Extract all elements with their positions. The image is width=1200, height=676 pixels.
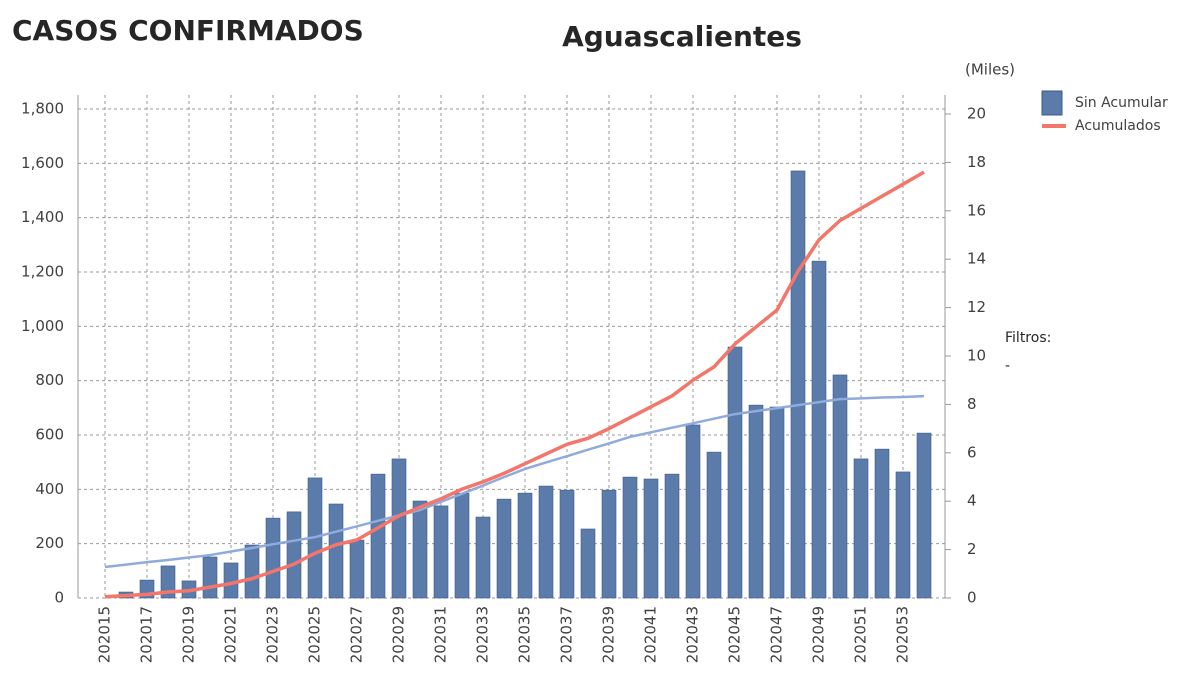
y2-tick-label: 10 — [967, 347, 986, 365]
bar — [895, 471, 911, 599]
x-tick-label: 202047 — [768, 606, 786, 663]
bar — [664, 473, 680, 599]
x-tick-label: 202043 — [684, 606, 702, 663]
bar — [286, 511, 302, 599]
y-tick-label: 1,400 — [21, 208, 64, 226]
bar — [244, 544, 260, 599]
bar — [748, 404, 764, 599]
trend-line — [104, 394, 925, 569]
x-tick-label: 202033 — [474, 606, 492, 663]
bar — [538, 485, 554, 599]
bar — [265, 517, 281, 599]
y-tick-label: 600 — [35, 426, 64, 444]
y2-tick-label: 6 — [967, 443, 977, 461]
y-tick-label: 400 — [35, 480, 64, 498]
x-tick-label: 202015 — [96, 606, 114, 663]
x-tick-label: 202027 — [348, 606, 366, 663]
y-tick-label: 800 — [35, 371, 64, 389]
legend-label: Acumulados — [1075, 118, 1161, 134]
x-tick-label: 202017 — [138, 606, 156, 663]
bar — [685, 424, 701, 599]
y2-tick-label: 0 — [967, 589, 977, 607]
y2-tick-label: 4 — [967, 492, 977, 510]
x-tick-label: 202049 — [810, 606, 828, 663]
x-tick-label: 202035 — [516, 606, 534, 663]
bar — [622, 476, 638, 599]
bar — [790, 170, 806, 599]
bar — [916, 432, 932, 599]
x-tick-label: 202031 — [432, 606, 450, 663]
filters-label: Filtros: — [1005, 330, 1051, 346]
x-tick-label: 202023 — [264, 606, 282, 663]
x-tick-label: 202019 — [180, 606, 198, 663]
legend-swatch — [1041, 90, 1063, 116]
y2-tick-label: 14 — [967, 250, 986, 268]
legend-label: Sin Acumular — [1075, 95, 1168, 111]
bar — [580, 528, 596, 599]
line-series — [104, 170, 925, 599]
chart-title: Aguascalientes — [562, 20, 802, 53]
y2-axis-label: (Miles) — [965, 61, 1015, 79]
x-tick-label: 202041 — [642, 606, 660, 663]
bar — [769, 406, 785, 599]
bar — [160, 565, 176, 599]
bar — [643, 478, 659, 599]
x-tick-label: 202045 — [726, 606, 744, 663]
bar — [706, 451, 722, 599]
bar — [853, 458, 869, 599]
x-tick-label: 202021 — [222, 606, 240, 663]
x-tick-label: 202053 — [894, 606, 912, 663]
bar — [559, 489, 575, 599]
bar — [811, 260, 827, 599]
bar — [349, 539, 365, 599]
bar — [412, 500, 428, 599]
y-tick-label: 0 — [54, 589, 64, 607]
bar — [391, 458, 407, 599]
bar — [475, 516, 491, 599]
x-tick-label: 202029 — [390, 606, 408, 663]
bar — [601, 489, 617, 599]
x-tick-label: 202039 — [600, 606, 618, 663]
x-tick-label: 202025 — [306, 606, 324, 663]
y2-tick-label: 12 — [967, 298, 986, 316]
heading: CASOS CONFIRMADOS — [12, 14, 364, 47]
x-tick-label: 202051 — [852, 606, 870, 663]
bar — [202, 556, 218, 599]
y-tick-label: 1,200 — [21, 263, 64, 281]
bar — [370, 473, 386, 599]
y2-tick-label: 18 — [967, 153, 986, 171]
y-tick-label: 1,000 — [21, 317, 64, 335]
bar — [328, 503, 344, 599]
bar — [874, 448, 890, 599]
y-tick-label: 1,800 — [21, 100, 64, 118]
y-tick-label: 200 — [35, 534, 64, 552]
bar — [496, 498, 512, 599]
bar — [433, 505, 449, 599]
bar — [832, 374, 848, 599]
bar — [454, 492, 470, 599]
x-tick-label: 202037 — [558, 606, 576, 663]
y2-tick-label: 8 — [967, 395, 977, 413]
filters-value: - — [1005, 358, 1010, 374]
y2-tick-label: 16 — [967, 201, 986, 219]
y-tick-label: 1,600 — [21, 154, 64, 172]
y2-tick-label: 20 — [967, 105, 986, 123]
bar — [727, 346, 743, 599]
bar — [517, 492, 533, 599]
bar — [223, 562, 239, 599]
y2-tick-label: 2 — [967, 540, 977, 558]
